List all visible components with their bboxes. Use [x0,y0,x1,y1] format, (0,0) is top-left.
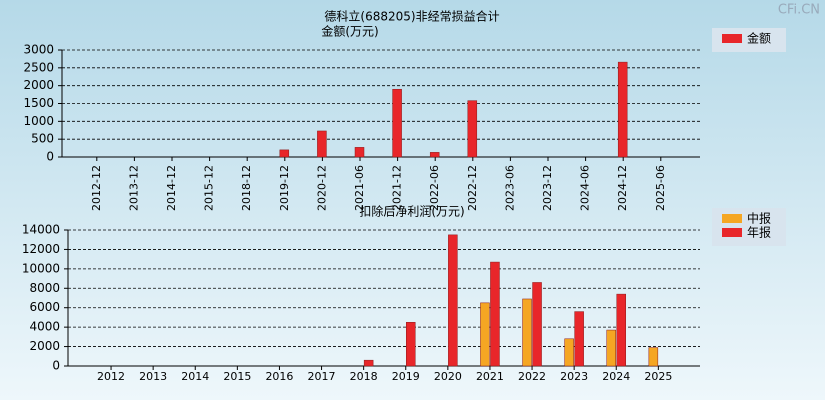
x-tick-label: 2014 [181,370,209,383]
bar [522,298,532,367]
x-tick-label: 2023-06 [503,165,516,211]
bar [279,149,290,158]
y-tick-label: 10000 [22,261,60,275]
y-tick-label: 2000 [29,339,60,353]
x-tick-label: 2018-12 [240,165,253,211]
x-tick-label: 2023-12 [541,165,554,211]
bar [490,261,500,367]
bar [617,61,628,158]
y-tick-label: 500 [31,132,54,146]
x-tick-label: 2016 [265,370,293,383]
x-tick-label: 2012-12 [90,165,103,211]
legend-label: 中报 [747,211,771,226]
bar [616,293,626,367]
y-tick-label: 3000 [23,43,54,57]
chart-title: 德科立(688205)非经常损益合计 [324,9,499,24]
x-tick-label: 2022 [518,370,546,383]
x-tick-label: 2014-12 [165,165,178,211]
x-tick-label: 2013-12 [127,165,140,211]
bar [648,347,659,367]
x-tick-label: 2021-12 [391,165,404,211]
x-tick-label: 2015-12 [203,165,216,211]
legend-swatch [722,34,742,43]
bar [429,152,440,158]
y-tick-label: 2000 [23,78,54,92]
bar [448,234,458,367]
legend-label: 年报 [747,225,771,240]
x-tick-label: 2017 [308,370,336,383]
bar [467,100,478,158]
x-tick-label: 2023 [560,370,588,383]
x-tick-label: 2025 [644,370,672,383]
x-tick-label: 2015 [223,370,251,383]
y-axis-label: 金额(万元) [321,24,378,39]
bar [574,311,584,367]
x-tick-label: 2022-06 [428,165,441,211]
bar [406,322,416,367]
y-tick-label: 0 [46,150,54,164]
y-tick-label: 6000 [29,300,60,314]
y-tick-label: 4000 [29,320,60,334]
x-tick-label: 2013 [139,370,167,383]
bar [532,282,542,367]
y-tick-label: 0 [52,359,60,373]
watermark: CFi.CN [778,3,820,18]
y-tick-label: 12000 [22,242,60,256]
x-tick-label: 2021 [476,370,504,383]
x-tick-label: 2022-12 [466,165,479,211]
bar [317,130,327,158]
legend-swatch [722,214,742,223]
bar [606,329,616,367]
x-tick-label: 2021-06 [353,165,366,211]
y-tick-label: 1500 [23,96,54,110]
chart-title: 扣除后净利润(万元) [359,204,464,219]
bar [354,147,365,158]
bar [480,302,490,367]
y-tick-label: 2500 [23,60,54,74]
x-tick-label: 2019-12 [278,165,291,211]
y-tick-label: 14000 [22,223,60,237]
y-tick-label: 8000 [29,281,60,295]
x-tick-label: 2025-06 [654,165,667,211]
x-tick-label: 2012 [97,370,125,383]
legend-label: 金额 [747,31,771,46]
bar [392,88,402,158]
x-tick-label: 2024 [602,370,630,383]
x-tick-label: 2018 [350,370,378,383]
legend-swatch [722,228,742,237]
x-tick-label: 2020 [434,370,462,383]
x-tick-label: 2024-06 [579,165,592,211]
bar [363,359,374,367]
x-tick-label: 2024-12 [616,165,629,211]
y-tick-label: 1000 [23,114,54,128]
x-tick-label: 2020-12 [315,165,328,211]
bar [564,338,574,367]
x-tick-label: 2019 [392,370,420,383]
